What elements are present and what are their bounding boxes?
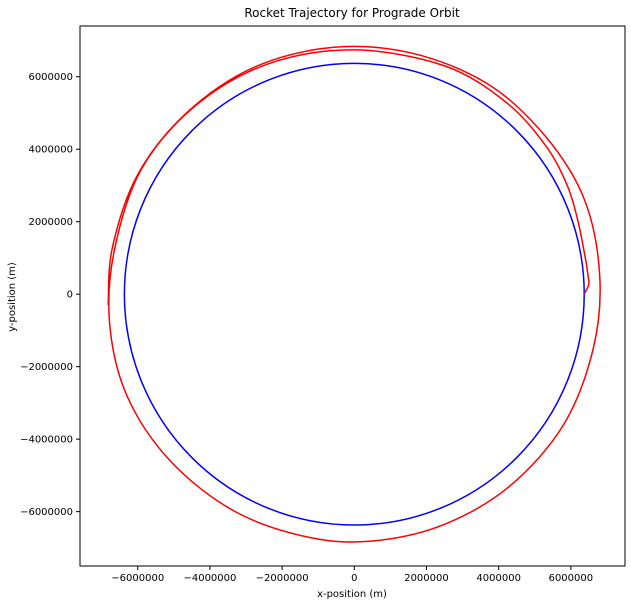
x-axis: −6000000 −4000000 −2000000 0 2000000 4000000 6… [111, 566, 593, 584]
y-tick-label: −2000000 [20, 362, 73, 373]
x-tick-label: 2000000 [404, 573, 449, 584]
y-axis-label: y-position (m) [7, 262, 18, 332]
x-tick-label: −4000000 [183, 573, 236, 584]
x-tick-label: −2000000 [256, 573, 309, 584]
plot-area [79, 25, 626, 567]
y-axis: −6000000 −4000000 −2000000 0 2000000 4000000 6… [20, 72, 80, 518]
series-line-1 [107, 45, 601, 543]
x-tick-label: 0 [351, 573, 357, 584]
y-tick-label: 0 [67, 290, 73, 301]
y-tick-label: 2000000 [28, 217, 73, 228]
y-tick-label: −6000000 [20, 507, 73, 518]
plot-frame [79, 25, 626, 567]
y-tick-label: −4000000 [20, 435, 73, 446]
x-axis-label: x-position (m) [317, 589, 387, 600]
chart-title: Rocket Trajectory for Prograde Orbit [244, 6, 460, 20]
y-tick-label: 4000000 [28, 145, 73, 156]
y-tick-label: 6000000 [28, 72, 73, 83]
x-tick-label: −6000000 [111, 573, 164, 584]
x-tick-label: 4000000 [476, 573, 521, 584]
series-line-0 [123, 62, 585, 526]
x-tick-label: 6000000 [549, 573, 594, 584]
